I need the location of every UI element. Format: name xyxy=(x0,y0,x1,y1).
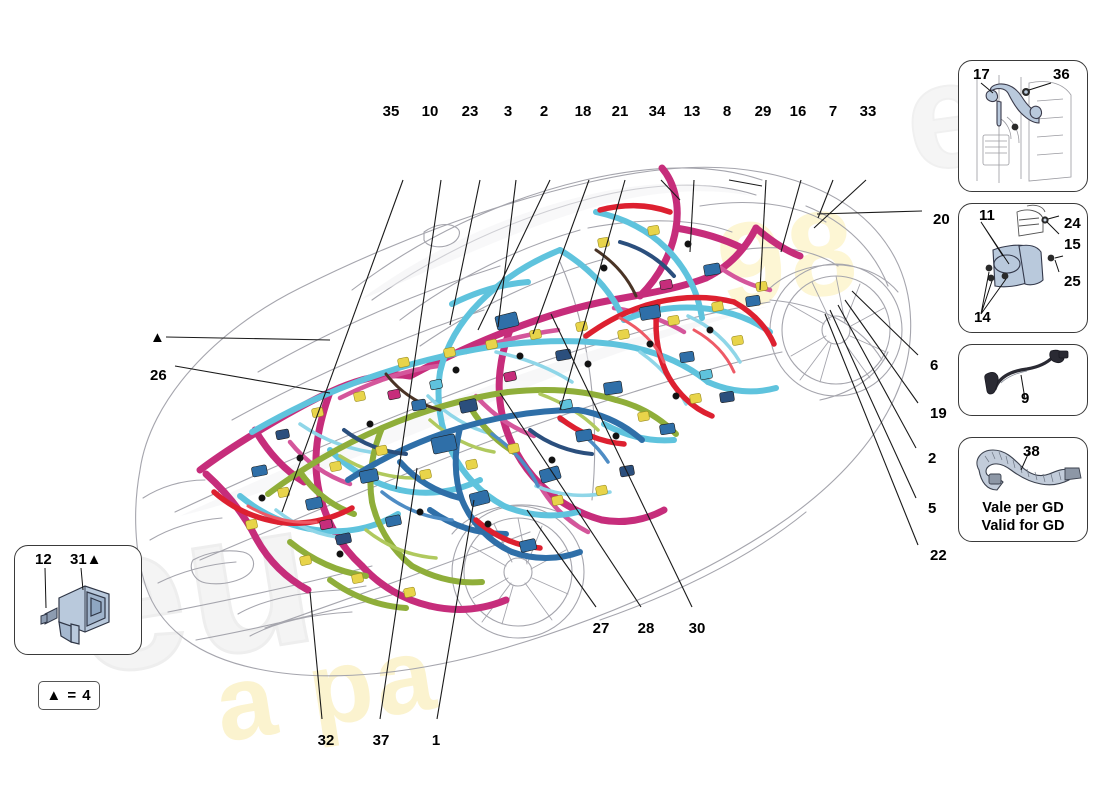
callout-6: 6 xyxy=(930,357,939,374)
callout-3: 3 xyxy=(503,103,513,120)
callout-7: 7 xyxy=(828,103,838,120)
callout-34: 34 xyxy=(648,103,666,120)
detail-label-11: 11 xyxy=(979,207,995,224)
detail-label-25: 25 xyxy=(1064,273,1081,290)
callout-28: 28 xyxy=(637,620,655,637)
callout-26: 26 xyxy=(150,367,167,384)
callout-30: 30 xyxy=(688,620,706,637)
detail-label-24: 24 xyxy=(1064,215,1081,232)
callout-27: 27 xyxy=(592,620,610,637)
bracket-illustration-17-36 xyxy=(976,75,1072,183)
detail-box-bracket-17-36[interactable]: 17 36 xyxy=(958,60,1088,192)
triangle-marker-0: ▲ xyxy=(150,329,165,346)
callout-35: 35 xyxy=(382,103,400,120)
callout-29: 29 xyxy=(754,103,772,120)
detail-box-switch-12-31[interactable]: 12 31▲ xyxy=(14,545,142,655)
callout-18: 18 xyxy=(574,103,592,120)
hose-illustration-38 xyxy=(976,449,1082,491)
legend-triangle-equals-4: ▲ = 4 xyxy=(38,681,100,710)
switch-illustration-12-31 xyxy=(40,567,110,645)
gd-caption-en: Valid for GD xyxy=(981,517,1065,534)
callout-13: 13 xyxy=(683,103,701,120)
callout-20: 20 xyxy=(933,211,950,228)
detail-label-38: 38 xyxy=(1023,443,1040,460)
detail-label-31: 31▲ xyxy=(70,551,102,568)
callout-21: 21 xyxy=(611,103,629,120)
legend-text: ▲ = 4 xyxy=(46,687,92,704)
detail-label-14: 14 xyxy=(974,309,991,326)
detail-label-9: 9 xyxy=(1021,390,1030,407)
callout-22: 22 xyxy=(930,547,947,564)
detail-label-15: 15 xyxy=(1064,236,1081,253)
callout-33: 33 xyxy=(859,103,877,120)
detail-box-hose-38[interactable]: 38 Vale per GD Valid for GD xyxy=(958,437,1088,542)
bracket-illustration-11 xyxy=(980,204,1064,315)
callout-5: 5 xyxy=(928,500,937,517)
callout-2: 2 xyxy=(928,450,937,467)
gd-caption-it: Vale per GD xyxy=(982,500,1064,516)
callout-23: 23 xyxy=(461,103,479,120)
callout-19: 19 xyxy=(930,405,947,422)
callout-16: 16 xyxy=(789,103,807,120)
callout-37: 37 xyxy=(372,732,390,749)
detail-label-17: 17 xyxy=(973,66,990,83)
detail-label-12: 12 xyxy=(35,551,52,568)
callout-32: 32 xyxy=(317,732,335,749)
cable-illustration-9 xyxy=(984,349,1069,400)
detail-box-cable-9[interactable]: 9 xyxy=(958,344,1088,416)
detail-label-36: 36 xyxy=(1053,66,1070,83)
callout-1: 1 xyxy=(431,732,441,749)
callout-2: 2 xyxy=(539,103,549,120)
callout-10: 10 xyxy=(421,103,439,120)
detail-box-bracket-11[interactable]: 11 24 15 25 14 xyxy=(958,203,1088,333)
callout-8: 8 xyxy=(722,103,732,120)
